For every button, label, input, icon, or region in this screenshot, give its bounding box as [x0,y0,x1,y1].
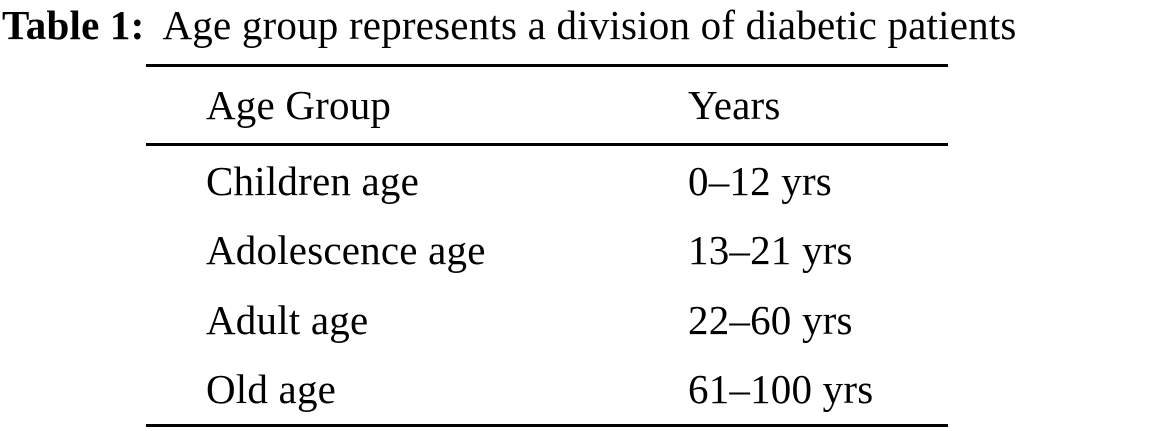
table-header-rule [146,143,948,146]
age-group-cell: Adult age [206,296,369,343]
column-header-years: Years [688,82,781,128]
age-group-table: Age Group Years Children age 0–12 yrs Ad… [146,64,948,427]
table-caption-text: Age group represents a division of diabe… [162,2,1017,48]
years-cell: 61–100 yrs [688,366,874,413]
age-group-cell: Children age [206,157,420,204]
table-row: Children age 0–12 yrs [146,146,948,216]
table-row: Old age 61–100 yrs [146,355,948,425]
table-caption-label: Table 1: [2,2,145,48]
table-body: Children age 0–12 yrs Adolescence age 13… [146,146,948,424]
table-row: Adult age 22–60 yrs [146,285,948,355]
table-bottom-rule [146,424,948,427]
years-cell: 13–21 yrs [688,227,853,274]
age-group-cell: Adolescence age [206,227,486,274]
column-header-age-group: Age Group [206,82,392,128]
table-top-rule [146,64,948,67]
table-row: Adolescence age 13–21 yrs [146,216,948,286]
years-cell: 0–12 yrs [688,157,832,204]
years-cell: 22–60 yrs [688,296,853,343]
age-group-cell: Old age [206,366,337,413]
table-caption: Table 1: Age group represents a division … [2,2,1017,49]
table-header-row: Age Group Years [146,67,948,143]
